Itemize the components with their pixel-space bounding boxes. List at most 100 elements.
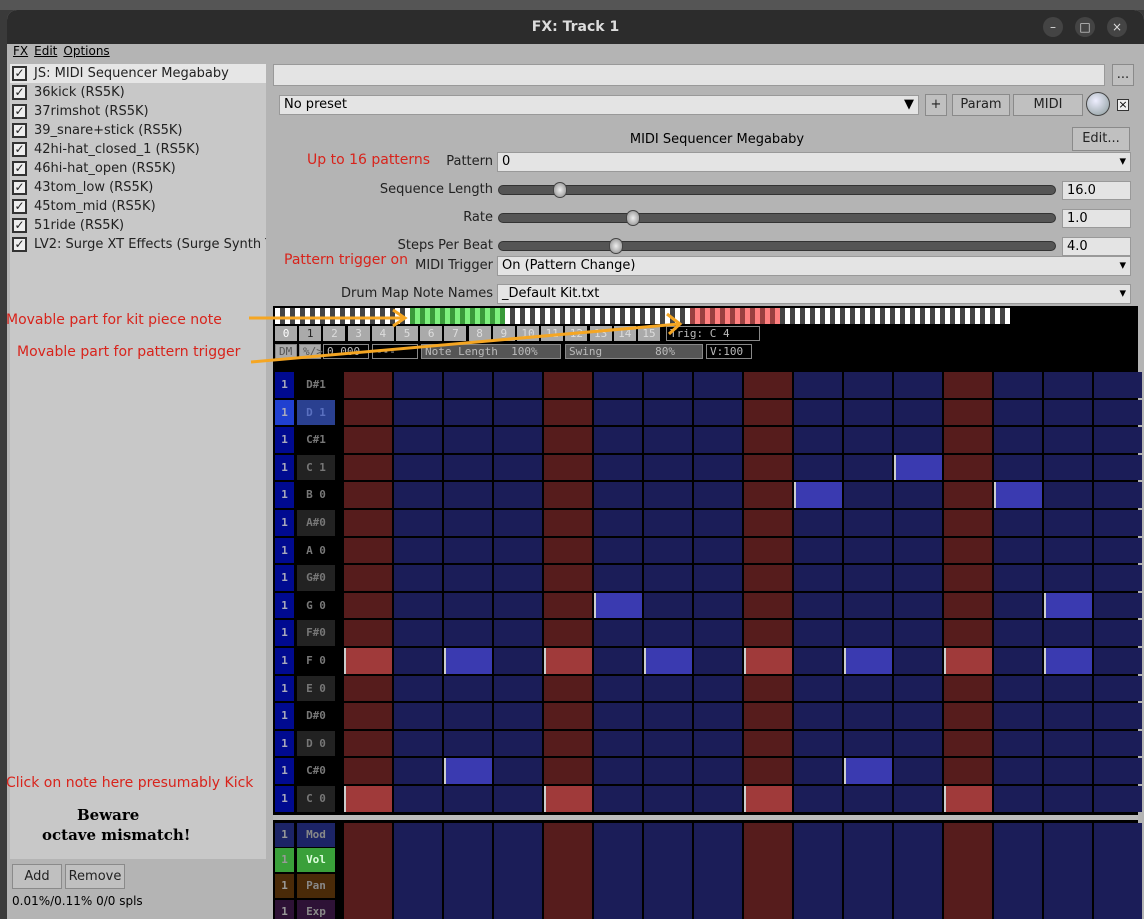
step-cell[interactable] bbox=[944, 648, 992, 674]
step-cell[interactable] bbox=[744, 399, 792, 426]
step-cell[interactable] bbox=[844, 537, 892, 564]
step-cell[interactable] bbox=[494, 786, 542, 812]
piano-key[interactable] bbox=[1005, 308, 1010, 324]
step-cell[interactable] bbox=[344, 482, 392, 508]
piano-key[interactable] bbox=[580, 308, 585, 324]
piano-key[interactable] bbox=[815, 308, 820, 324]
piano-key[interactable] bbox=[780, 308, 785, 324]
toolbar-field[interactable]: V:100 bbox=[706, 344, 752, 359]
step-cell[interactable] bbox=[444, 758, 492, 784]
step-cell[interactable] bbox=[594, 758, 642, 784]
step-cell[interactable] bbox=[594, 648, 642, 674]
piano-key[interactable] bbox=[570, 308, 575, 324]
piano-key[interactable] bbox=[620, 308, 625, 324]
step-cell[interactable] bbox=[644, 510, 692, 536]
checkbox-icon[interactable]: ✓ bbox=[12, 123, 27, 138]
piano-key[interactable] bbox=[370, 308, 375, 324]
piano-key[interactable] bbox=[435, 308, 440, 324]
piano-key[interactable] bbox=[715, 308, 720, 324]
fx-item[interactable]: ✓ 45tom_mid (RS5K) bbox=[10, 197, 266, 216]
pattern-button[interactable]: 1 bbox=[299, 326, 322, 341]
step-cell[interactable] bbox=[944, 537, 992, 564]
step-cell[interactable] bbox=[944, 372, 992, 398]
step-cell[interactable] bbox=[444, 675, 492, 702]
piano-key[interactable] bbox=[565, 308, 570, 324]
step-cell[interactable] bbox=[544, 620, 592, 646]
step-cell[interactable] bbox=[594, 620, 642, 646]
step-cell[interactable] bbox=[594, 786, 642, 812]
step-cell[interactable] bbox=[844, 620, 892, 646]
channel-cell[interactable]: 1 bbox=[275, 454, 294, 481]
piano-key[interactable] bbox=[415, 308, 420, 324]
step-cell[interactable] bbox=[444, 730, 492, 757]
step-cell[interactable] bbox=[544, 372, 592, 398]
piano-key[interactable] bbox=[865, 308, 870, 324]
step-cell[interactable] bbox=[544, 648, 592, 674]
checkbox-icon[interactable]: ✓ bbox=[12, 161, 27, 176]
step-cell[interactable] bbox=[944, 620, 992, 646]
piano-key[interactable] bbox=[740, 308, 745, 324]
step-cell[interactable] bbox=[844, 427, 892, 453]
step-cell[interactable] bbox=[594, 427, 642, 453]
step-cell[interactable] bbox=[1094, 510, 1142, 536]
step-cell[interactable] bbox=[1044, 372, 1092, 398]
step-cell[interactable] bbox=[794, 510, 842, 536]
piano-key[interactable] bbox=[695, 308, 700, 324]
step-cell[interactable] bbox=[494, 510, 542, 536]
note-name-cell[interactable]: G#0 bbox=[297, 565, 335, 591]
piano-key[interactable] bbox=[745, 308, 750, 324]
cc-step-cell[interactable] bbox=[944, 822, 992, 919]
piano-key[interactable] bbox=[650, 308, 655, 324]
piano-key[interactable] bbox=[730, 308, 735, 324]
step-cell[interactable] bbox=[894, 675, 942, 702]
piano-key[interactable] bbox=[870, 308, 875, 324]
step-cell[interactable] bbox=[1044, 648, 1092, 674]
step-cell[interactable] bbox=[794, 703, 842, 729]
step-cell[interactable] bbox=[994, 510, 1042, 536]
piano-key[interactable] bbox=[585, 308, 590, 324]
piano-key[interactable] bbox=[790, 308, 795, 324]
piano-key[interactable] bbox=[920, 308, 925, 324]
step-cell[interactable] bbox=[594, 454, 642, 481]
piano-key[interactable] bbox=[385, 308, 390, 324]
note-name-cell[interactable]: F#0 bbox=[297, 620, 335, 646]
step-cell[interactable] bbox=[994, 786, 1042, 812]
piano-key[interactable] bbox=[590, 308, 595, 324]
piano-key[interactable] bbox=[495, 308, 500, 324]
step-cell[interactable] bbox=[794, 730, 842, 757]
step-cell[interactable] bbox=[594, 703, 642, 729]
channel-cell[interactable]: 1 bbox=[275, 703, 294, 729]
cc-channel[interactable]: 1 bbox=[275, 874, 294, 899]
pattern-button[interactable]: 9 bbox=[492, 326, 515, 341]
pattern-dropdown[interactable]: 0 ▾ bbox=[497, 152, 1131, 172]
drum-map-dropdown[interactable]: _Default Kit.txt ▾ bbox=[497, 284, 1131, 304]
piano-key[interactable] bbox=[560, 308, 565, 324]
step-cell[interactable] bbox=[844, 786, 892, 812]
piano-key[interactable] bbox=[430, 308, 435, 324]
step-cell[interactable] bbox=[344, 730, 392, 757]
piano-key[interactable] bbox=[325, 308, 330, 324]
piano-key[interactable] bbox=[320, 308, 325, 324]
piano-key[interactable] bbox=[975, 308, 980, 324]
step-cell[interactable] bbox=[894, 482, 942, 508]
plugin-name-field[interactable] bbox=[273, 64, 1105, 86]
step-cell[interactable] bbox=[494, 372, 542, 398]
piano-key[interactable] bbox=[755, 308, 760, 324]
step-cell[interactable] bbox=[494, 592, 542, 619]
step-cell[interactable] bbox=[344, 454, 392, 481]
step-cell[interactable] bbox=[344, 786, 392, 812]
checkbox-icon[interactable]: ✓ bbox=[12, 237, 27, 252]
channel-cell[interactable]: 1 bbox=[275, 620, 294, 646]
piano-key[interactable] bbox=[380, 308, 385, 324]
slider-thumb[interactable] bbox=[625, 210, 640, 226]
step-cell[interactable] bbox=[894, 703, 942, 729]
step-cell[interactable] bbox=[594, 675, 642, 702]
piano-key[interactable] bbox=[750, 308, 755, 324]
step-cell[interactable] bbox=[744, 592, 792, 619]
step-cell[interactable] bbox=[444, 482, 492, 508]
note-name-cell[interactable]: D#0 bbox=[297, 703, 335, 729]
bypass-checkbox[interactable]: × bbox=[1117, 98, 1129, 111]
piano-key[interactable] bbox=[475, 308, 480, 324]
step-cell[interactable] bbox=[844, 399, 892, 426]
step-cell[interactable] bbox=[794, 399, 842, 426]
